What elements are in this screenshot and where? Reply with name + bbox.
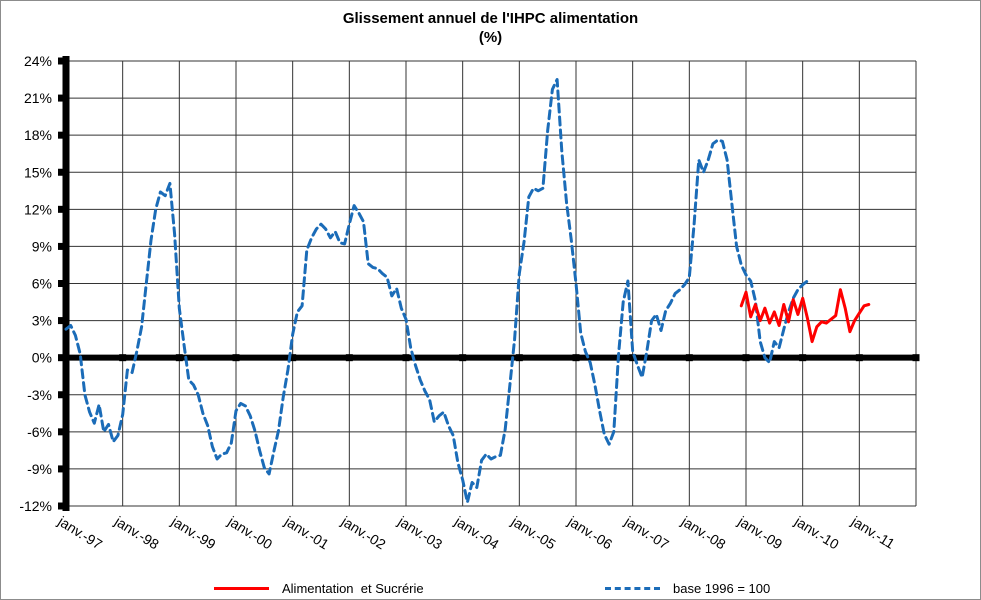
chart-subtitle: (%) <box>478 29 503 46</box>
x-tick-label: janv.-08 <box>678 512 729 552</box>
x-tick-label: janv.-04 <box>451 512 502 552</box>
y-tick-label: 12% <box>24 201 52 217</box>
x-tick-label: janv.-97 <box>55 512 106 552</box>
chart-title: Glissement annuel de l'IHPC alimentation <box>342 10 639 27</box>
x-tick-label: janv.-99 <box>168 512 219 552</box>
y-tick-label: 24% <box>24 53 52 69</box>
y-tick-label: 18% <box>24 127 52 143</box>
y-tick-label: -3% <box>27 387 52 403</box>
y-tick-label: 9% <box>32 238 52 254</box>
y-tick-label: 0% <box>32 350 52 366</box>
y-tick-label: 6% <box>32 276 52 292</box>
y-tick-label: -9% <box>27 461 52 477</box>
y-tick-label: 21% <box>24 90 52 106</box>
x-tick-label: janv.-06 <box>565 512 616 552</box>
y-tick-label: -6% <box>27 424 52 440</box>
x-tick-label: janv.-03 <box>395 512 446 552</box>
x-tick-label: janv.-02 <box>338 512 389 552</box>
x-tick-label: janv.-10 <box>791 512 842 552</box>
y-tick-label: 3% <box>32 313 52 329</box>
x-tick-label: janv.-98 <box>111 512 162 552</box>
x-tick-label: janv.-00 <box>225 512 276 552</box>
x-tick-label: janv.-11 <box>848 512 898 552</box>
chart-title-block: Glissement annuel de l'IHPC alimentation… <box>1 9 980 47</box>
x-tick-label: janv.-09 <box>735 512 786 552</box>
x-tick-label: janv.-05 <box>508 512 559 552</box>
x-tick-label: janv.-07 <box>621 512 672 552</box>
y-tick-label: 15% <box>24 164 52 180</box>
y-tick-label: -12% <box>19 498 52 514</box>
x-tick-label: janv.-01 <box>281 512 332 552</box>
